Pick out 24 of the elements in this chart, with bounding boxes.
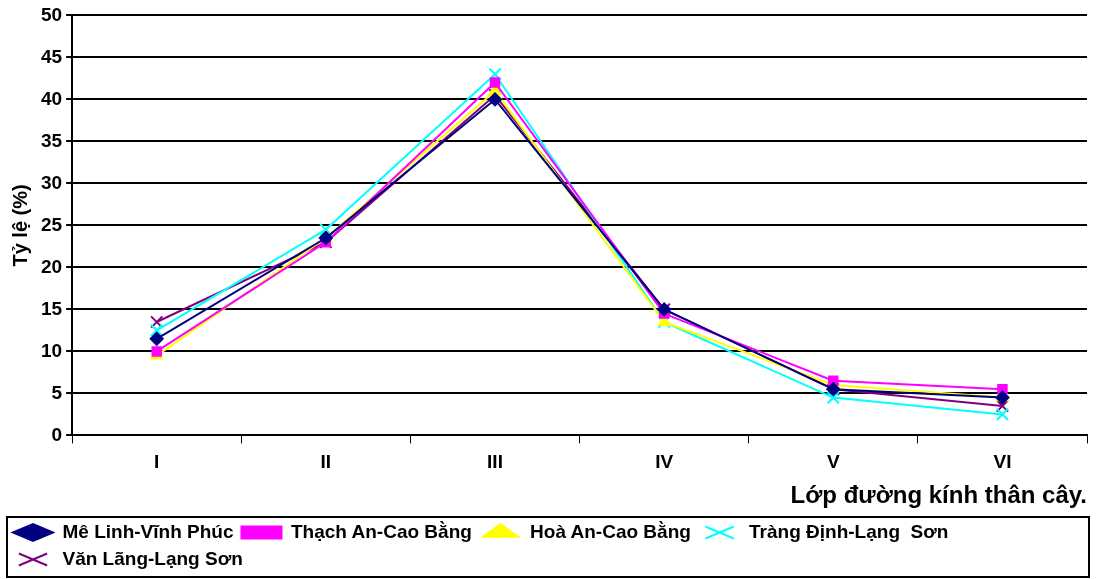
y-tick-label: 35 xyxy=(40,129,63,151)
y-tick-label: 30 xyxy=(40,171,63,193)
y-tick-label: 40 xyxy=(40,87,63,109)
legend-label: Tràng Định-Lạng Sơn xyxy=(749,520,949,542)
legend-label: Thạch An-Cao Bằng xyxy=(290,520,472,542)
y-tick-label: 0 xyxy=(51,423,63,445)
y-tick-label: 10 xyxy=(40,339,63,361)
x-axis-title: Lớp đường kính thân cây. xyxy=(790,481,1087,509)
x-tick-label: II xyxy=(320,451,332,473)
y-axis-title: Tỷ lệ (%) xyxy=(8,184,31,267)
x-tick-label: IV xyxy=(655,451,674,473)
x-tick-label: I xyxy=(154,451,160,473)
x-tick-label: III xyxy=(487,451,503,473)
legend-label: Mê Linh-Vĩnh Phúc xyxy=(62,520,234,542)
y-tick-label: 50 xyxy=(40,3,63,25)
y-tick-label: 20 xyxy=(40,255,63,277)
x-tick-label: VI xyxy=(993,451,1012,473)
y-tick-label: 45 xyxy=(40,45,63,67)
y-tick-label: 5 xyxy=(51,381,63,403)
legend-label: Văn Lãng-Lạng Sơn xyxy=(62,547,243,569)
y-tick-label: 15 xyxy=(40,297,63,319)
x-tick-label: V xyxy=(826,451,840,473)
y-tick-label: 25 xyxy=(40,213,63,235)
legend-label: Hoà An-Cao Bằng xyxy=(530,520,691,542)
